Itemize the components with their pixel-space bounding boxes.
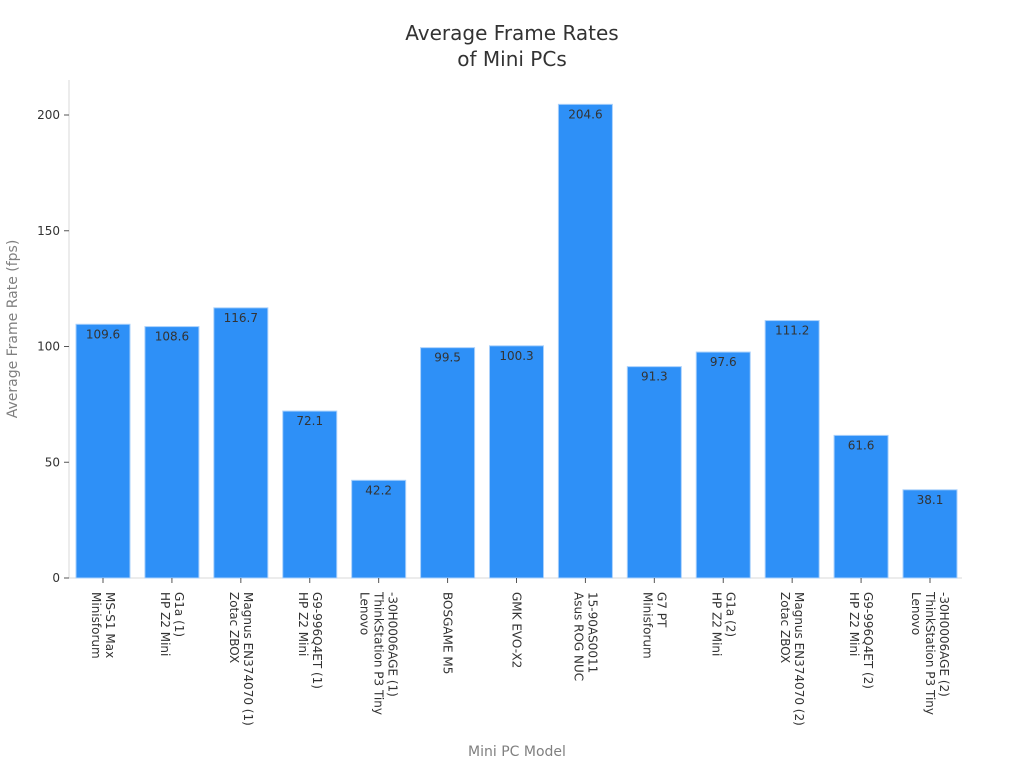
bar-value-label: 204.6	[568, 107, 602, 121]
x-tick-label: HP Z2 MiniG1a (2)	[709, 592, 737, 656]
x-tick-label-line: Minisforum	[89, 592, 103, 659]
x-tick-label: LenovoThinkStation P3 Tiny-30H0006AGE (1…	[358, 591, 400, 715]
bar	[351, 479, 407, 579]
x-tick-label: HP Z2 MiniG9-996Q4ET (1)	[296, 592, 324, 689]
x-tick-label-line: HP Z2 Mini	[847, 592, 861, 656]
y-tick-label: 100	[37, 340, 60, 354]
bar	[626, 366, 682, 579]
chart-title-line: of Mini PCs	[457, 47, 566, 71]
x-tick-label: Asus ROG NUC15-90AS0011	[571, 592, 599, 681]
x-tick-label-line: -30H0006AGE (2)	[937, 592, 951, 697]
x-tick-label-line: Zotac ZBOX	[778, 592, 792, 663]
bar-value-label: 61.6	[848, 438, 875, 452]
bar-value-label: 72.1	[296, 414, 323, 428]
x-tick-label-line: Magnus EN374070 (1)	[241, 592, 255, 726]
y-tick-label: 50	[45, 455, 60, 469]
x-tick-label-line: G7 PT	[654, 592, 668, 628]
bar	[75, 323, 131, 579]
x-tick-label: HP Z2 MiniG9-996Q4ET (2)	[847, 592, 875, 689]
x-tick-label-line: G9-996Q4ET (2)	[861, 592, 875, 689]
x-tick-label-line: MS-S1 Max	[103, 592, 117, 658]
x-tick-label: GMK EVO-X2	[510, 592, 524, 668]
chart-title-line: Average Frame Rates	[405, 21, 618, 45]
y-tick-label: 0	[52, 571, 60, 585]
bar	[282, 410, 338, 579]
bar	[695, 351, 751, 579]
bar-value-label: 109.6	[86, 327, 120, 341]
y-axis-label: Average Frame Rate (fps)	[5, 240, 21, 419]
x-tick-label: Zotac ZBOXMagnus EN374070 (2)	[778, 592, 806, 726]
x-tick-label: MinisforumMS-S1 Max	[89, 592, 117, 659]
x-tick-label-line: ThinkStation P3 Tiny	[372, 591, 386, 715]
bar	[420, 347, 476, 579]
bar	[557, 103, 613, 579]
x-tick-label-line: Lenovo	[358, 592, 372, 635]
bar-value-label: 97.6	[710, 355, 737, 369]
bar-value-label: 116.7	[224, 311, 258, 325]
x-tick-label-line: HP Z2 Mini	[158, 592, 172, 656]
bar-value-label: 91.3	[641, 370, 668, 384]
bar-value-label: 108.6	[155, 330, 189, 344]
bar-value-label: 42.2	[365, 483, 392, 497]
x-tick-label: LenovoThinkStation P3 Tiny-30H0006AGE (2…	[909, 591, 951, 715]
bar-value-label: 38.1	[917, 493, 944, 507]
bar	[902, 489, 958, 579]
x-tick-label-line: Asus ROG NUC	[571, 592, 585, 681]
x-tick-label-line: -30H0006AGE (1)	[386, 592, 400, 697]
x-tick-label-line: Lenovo	[909, 592, 923, 635]
x-tick-label-line: ThinkStation P3 Tiny	[923, 591, 937, 715]
bar	[213, 307, 269, 579]
x-axis-label: Mini PC Model	[468, 744, 566, 760]
bar-value-label: 99.5	[434, 351, 461, 365]
x-tick-label-line: BOSGAME M5	[441, 592, 455, 674]
y-tick-label: 150	[37, 224, 60, 238]
bar-value-label: 100.3	[499, 349, 533, 363]
bar	[833, 434, 889, 579]
x-tick-label-line: Minisforum	[640, 592, 654, 659]
x-tick-label-line: Zotac ZBOX	[227, 592, 241, 663]
y-tick-label: 200	[37, 108, 60, 122]
x-tick-label-line: HP Z2 Mini	[709, 592, 723, 656]
bar	[489, 345, 544, 579]
x-tick-label: Zotac ZBOXMagnus EN374070 (1)	[227, 592, 255, 726]
x-tick-label-line: G9-996Q4ET (1)	[310, 592, 324, 689]
x-tick-label-line: GMK EVO-X2	[510, 592, 524, 668]
x-tick-label-line: G1a (1)	[172, 592, 186, 637]
x-tick-label-line: HP Z2 Mini	[296, 592, 310, 656]
x-tick-label-line: G1a (2)	[723, 592, 737, 637]
chart-title: Average Frame Rates of Mini PCs	[405, 21, 618, 71]
x-tick-label-line: 15-90AS0011	[585, 592, 599, 673]
x-tick-label: MinisforumG7 PT	[640, 592, 668, 659]
bar	[764, 320, 820, 579]
bar-value-label: 111.2	[775, 324, 809, 338]
bar	[144, 326, 200, 579]
x-tick-label: BOSGAME M5	[441, 592, 455, 674]
x-tick-label-line: Magnus EN374070 (2)	[792, 592, 806, 726]
x-tick-label: HP Z2 MiniG1a (1)	[158, 592, 186, 656]
